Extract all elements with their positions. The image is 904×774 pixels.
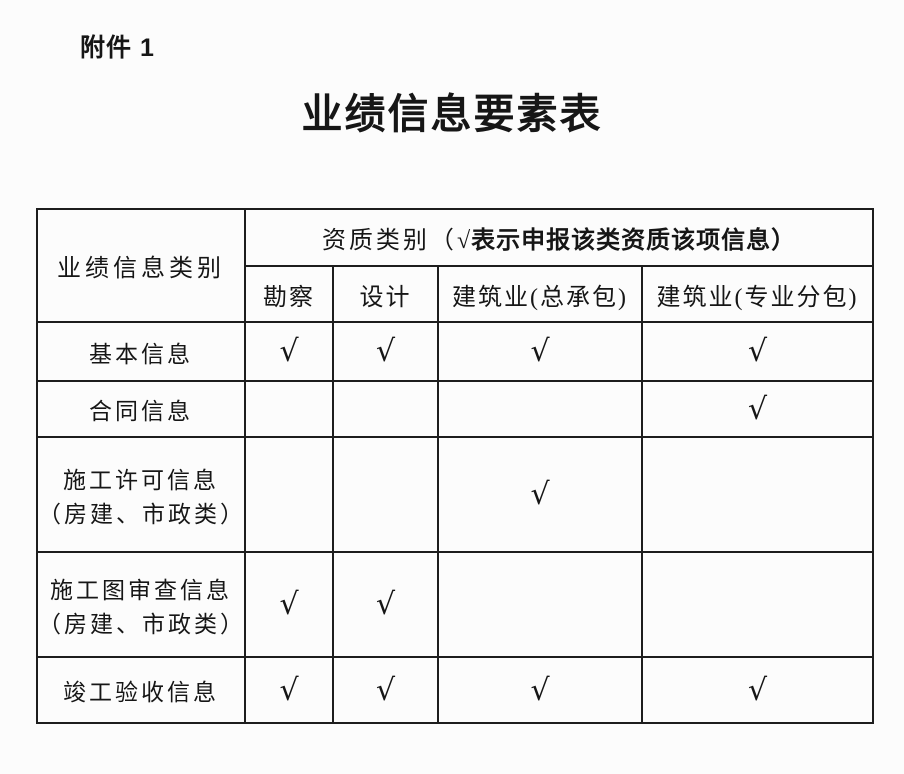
check-mark-cell: √ (437, 656, 643, 724)
check-mark-cell: √ (244, 551, 334, 658)
row-label-line: 竣工验收信息 (63, 680, 219, 705)
row-label-line: （房建、市政类） (38, 501, 246, 527)
performance-info-table: 业绩信息类别 资质类别（√表示申报该类资质该项信息） 勘察 设计 建筑业(总承包) 建… (36, 208, 875, 724)
check-mark-cell: √ (437, 321, 643, 382)
row-label-line: 合同信息 (89, 399, 193, 424)
empty-cell (332, 436, 439, 553)
empty-cell (437, 551, 643, 658)
empty-cell (437, 380, 643, 438)
table-row: 施工图审查信息 （房建、市政类） √ √ (36, 551, 875, 658)
table-row: 竣工验收信息 √ √ √ √ (36, 656, 875, 724)
check-mark-cell: √ (244, 321, 334, 382)
check-mark-cell: √ (640, 321, 875, 382)
page-title: 业绩信息要素表 (301, 91, 603, 137)
column-header-0: 勘察 (244, 265, 334, 323)
check-mark-cell: √ (332, 321, 439, 382)
row-label-line: 施工许可信息 (63, 467, 219, 493)
row-label: 合同信息 (36, 380, 246, 438)
check-mark-cell: √ (437, 436, 643, 553)
empty-cell (640, 436, 875, 553)
qualification-header-prefix: 资质类别（ (321, 228, 457, 254)
column-header-qualification: 资质类别（√表示申报该类资质该项信息） (243, 208, 875, 267)
row-label: 施工许可信息 （房建、市政类） (36, 436, 246, 553)
sub-header-row: 勘察 设计 建筑业(总承包) 建筑业(专业分包) (37, 265, 875, 323)
check-mark-cell: √ (244, 656, 334, 724)
row-label-line: 基本信息 (89, 341, 193, 367)
table-row: 基本信息 √ √ √ √ (36, 321, 875, 382)
empty-cell (244, 380, 334, 438)
table-row: 合同信息 √ (36, 380, 875, 438)
empty-cell (244, 436, 334, 553)
row-label: 基本信息 (36, 321, 246, 382)
row-label-line: 施工图审查信息 (50, 577, 232, 603)
check-mark-cell: √ (640, 656, 875, 724)
empty-cell (332, 380, 439, 438)
row-label: 竣工验收信息 (36, 656, 246, 724)
column-header-2: 建筑业(总承包) (437, 265, 643, 323)
check-mark-cell: √ (332, 656, 439, 724)
qualification-header-emphasis: √表示申报该类资质该项信息） (456, 228, 797, 254)
row-label-line: （房建、市政类） (38, 611, 246, 637)
empty-cell (640, 551, 875, 658)
attachment-label: 附件 1 (80, 34, 155, 62)
column-header-category: 业绩信息类别 (36, 208, 246, 323)
column-header-1: 设计 (332, 265, 439, 323)
table-row: 施工许可信息 （房建、市政类） √ (36, 436, 875, 553)
table-body: 基本信息 √ √ √ √ 合同信息 √ 施工许可信息 （房建、市政类） √ 施工图审查信息 （房建、市… (36, 321, 875, 724)
row-label: 施工图审查信息 （房建、市政类） (36, 551, 246, 658)
check-mark-cell: √ (640, 380, 875, 438)
column-header-3: 建筑业(专业分包) (640, 265, 875, 323)
check-mark-cell: √ (332, 551, 439, 658)
